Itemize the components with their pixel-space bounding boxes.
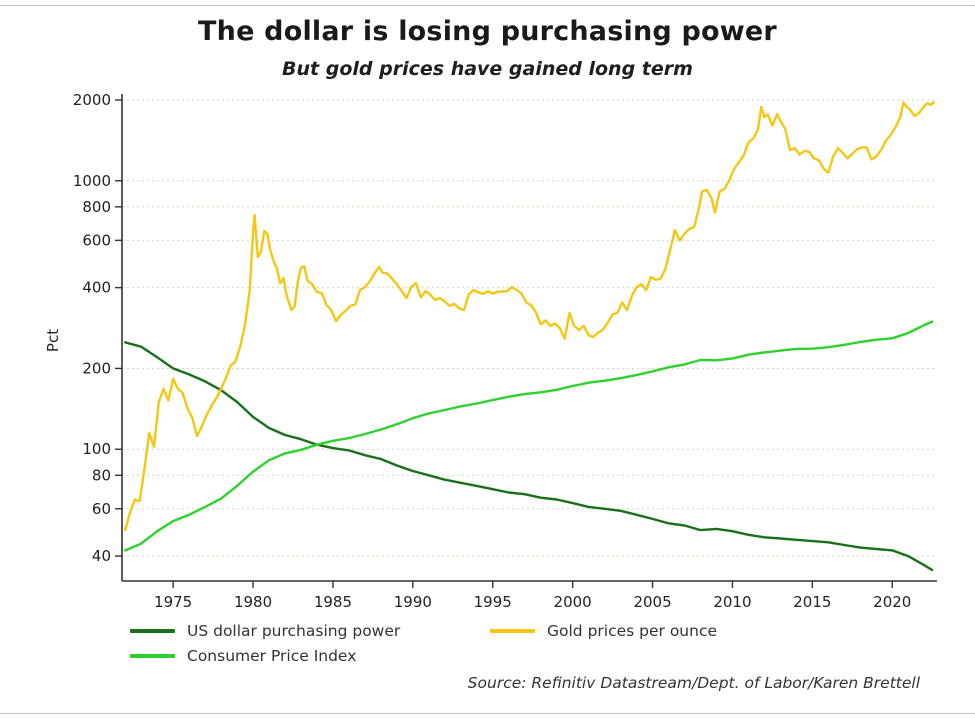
svg-text:1985: 1985 — [314, 593, 352, 611]
svg-text:80: 80 — [92, 466, 111, 484]
chart-title: The dollar is losing purchasing power — [198, 16, 777, 47]
svg-text:2000: 2000 — [554, 593, 592, 611]
svg-text:600: 600 — [82, 231, 111, 249]
legend-line-dollar — [130, 629, 175, 633]
svg-text:200: 200 — [82, 359, 111, 377]
chart-subtitle: But gold prices have gained long term — [282, 58, 693, 80]
svg-text:800: 800 — [82, 198, 111, 216]
legend-label-dollar: US dollar purchasing power — [187, 622, 401, 640]
legend-label-cpi: Consumer Price Index — [187, 647, 357, 665]
svg-text:40: 40 — [92, 547, 111, 565]
svg-text:1980: 1980 — [234, 593, 272, 611]
svg-text:2015: 2015 — [793, 593, 831, 611]
svg-text:Pct: Pct — [44, 329, 62, 352]
svg-text:1000: 1000 — [73, 172, 111, 190]
svg-text:1995: 1995 — [474, 593, 512, 611]
svg-text:2010: 2010 — [713, 593, 751, 611]
svg-text:2000: 2000 — [73, 91, 111, 109]
svg-text:2020: 2020 — [873, 593, 911, 611]
legend-item-gold: Gold prices per ounce — [490, 622, 717, 640]
svg-text:60: 60 — [92, 500, 111, 518]
svg-text:400: 400 — [82, 279, 111, 297]
legend-line-gold — [490, 629, 535, 633]
legend-item-dollar: US dollar purchasing power — [130, 622, 490, 640]
svg-text:1990: 1990 — [394, 593, 432, 611]
bottom-border-line — [0, 713, 975, 714]
top-border-line — [0, 5, 975, 6]
legend: US dollar purchasing power Gold prices p… — [130, 622, 717, 665]
legend-item-cpi: Consumer Price Index — [130, 647, 490, 665]
svg-text:1975: 1975 — [154, 593, 192, 611]
legend-label-gold: Gold prices per ounce — [547, 622, 718, 640]
source-attribution: Source: Refinitiv Datastream/Dept. of La… — [467, 674, 920, 692]
svg-text:100: 100 — [82, 440, 111, 458]
legend-line-cpi — [130, 654, 175, 658]
svg-text:2005: 2005 — [633, 593, 671, 611]
